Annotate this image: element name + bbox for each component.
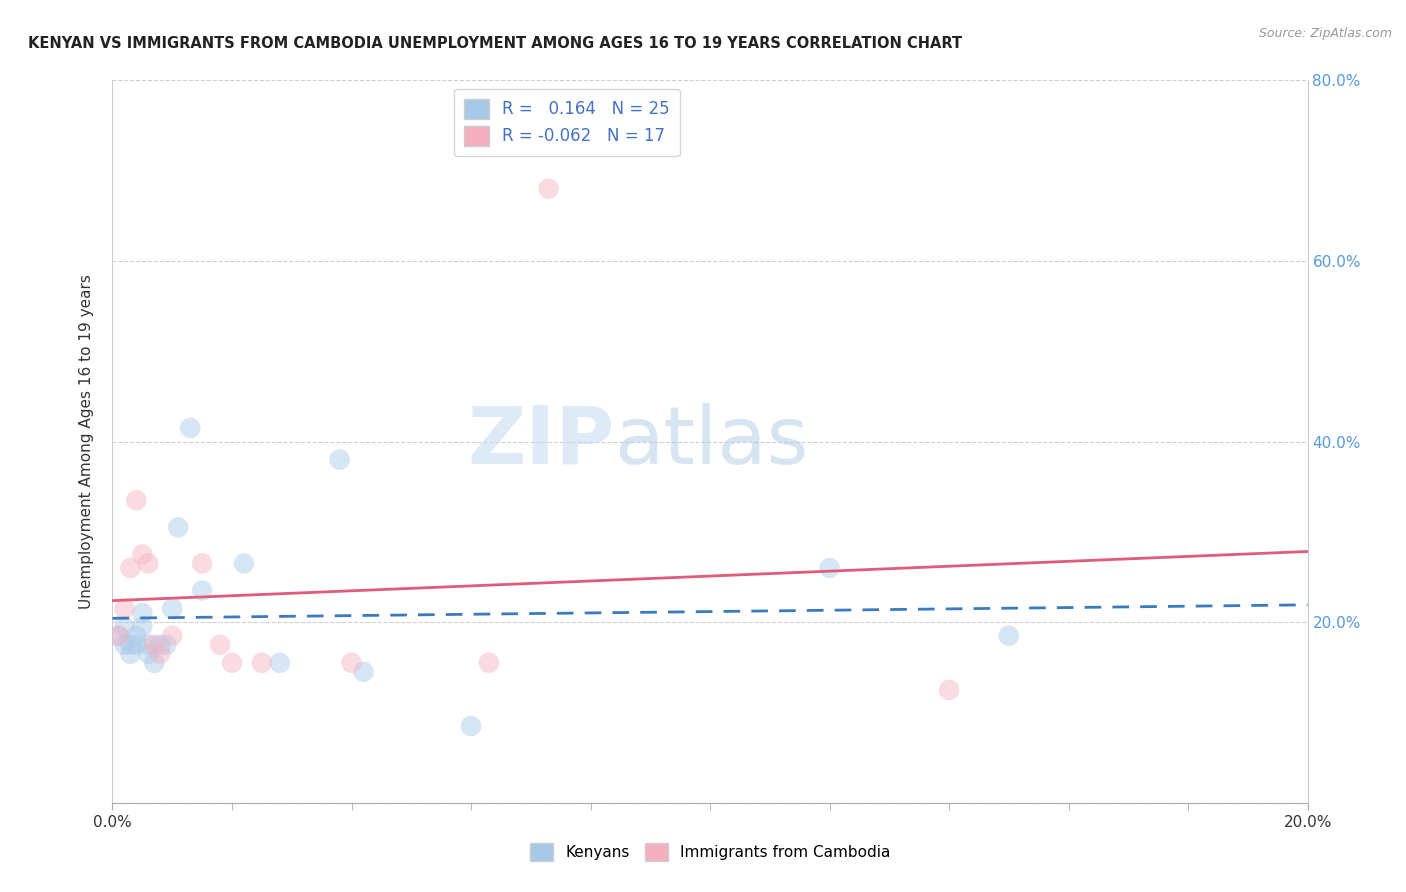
Point <box>998 629 1021 643</box>
Point <box>938 682 960 697</box>
Text: Source: ZipAtlas.com: Source: ZipAtlas.com <box>1258 27 1392 40</box>
Point <box>149 638 172 652</box>
Point <box>114 601 135 615</box>
Point <box>107 629 129 643</box>
Point <box>138 638 160 652</box>
Legend: Kenyans, Immigrants from Cambodia: Kenyans, Immigrants from Cambodia <box>524 837 896 867</box>
Point <box>138 647 160 661</box>
Point <box>329 452 352 467</box>
Point <box>460 719 482 733</box>
Point <box>114 638 135 652</box>
Point <box>478 656 501 670</box>
Point <box>120 638 142 652</box>
Point <box>269 656 291 670</box>
Point <box>143 656 166 670</box>
Point <box>143 638 166 652</box>
Point <box>233 557 256 571</box>
Point <box>162 601 183 615</box>
Point <box>537 182 560 196</box>
Point <box>125 493 148 508</box>
Text: KENYAN VS IMMIGRANTS FROM CAMBODIA UNEMPLOYMENT AMONG AGES 16 TO 19 YEARS CORREL: KENYAN VS IMMIGRANTS FROM CAMBODIA UNEMP… <box>28 36 962 51</box>
Point <box>818 561 841 575</box>
Point <box>125 638 148 652</box>
Point <box>221 656 243 670</box>
Point <box>125 629 148 643</box>
Point <box>191 583 214 598</box>
Text: atlas: atlas <box>614 402 808 481</box>
Point <box>131 620 153 634</box>
Point <box>191 557 214 571</box>
Point <box>120 647 142 661</box>
Point <box>353 665 375 679</box>
Point <box>131 606 153 620</box>
Y-axis label: Unemployment Among Ages 16 to 19 years: Unemployment Among Ages 16 to 19 years <box>79 274 94 609</box>
Point <box>167 520 190 534</box>
Point <box>107 629 129 643</box>
Point <box>162 629 183 643</box>
Point <box>120 561 142 575</box>
Point <box>138 557 160 571</box>
Point <box>340 656 363 670</box>
Point <box>149 647 172 661</box>
Point <box>179 421 201 435</box>
Text: ZIP: ZIP <box>467 402 614 481</box>
Point <box>131 548 153 562</box>
Point <box>250 656 273 670</box>
Point <box>114 620 135 634</box>
Point <box>155 638 177 652</box>
Point <box>209 638 232 652</box>
